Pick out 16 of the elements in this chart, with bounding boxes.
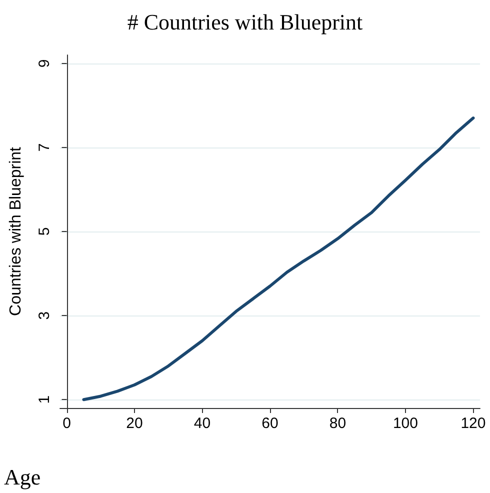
chart-title: # Countries with Blueprint <box>127 10 363 34</box>
y-tick-label: 9 <box>36 59 53 68</box>
x-tick-label: 100 <box>392 415 418 432</box>
x-tick-label: 60 <box>262 415 278 432</box>
y-tick-label: 3 <box>36 311 53 320</box>
x-tick-label: 0 <box>62 415 71 432</box>
x-tick-label: 120 <box>460 415 486 432</box>
x-axis-title: Age <box>4 464 41 490</box>
y-axis-title: Countries with Blueprint <box>8 146 24 316</box>
x-tick-label: 80 <box>329 415 346 432</box>
line-series <box>82 116 475 402</box>
x-tick-label: 20 <box>126 415 143 432</box>
y-tick-label: 1 <box>36 395 53 404</box>
y-tick-label: 7 <box>36 143 53 152</box>
y-tick-label: 5 <box>36 227 53 236</box>
x-tick-label: 40 <box>194 415 211 432</box>
